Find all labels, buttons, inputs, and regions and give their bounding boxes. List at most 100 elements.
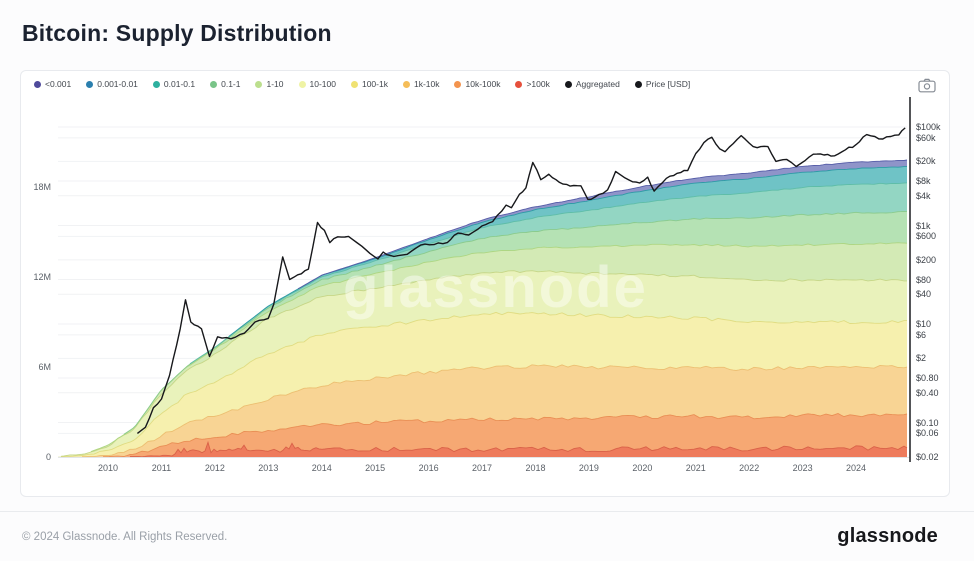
area-band->100k <box>58 442 907 457</box>
legend-label: 10k-100k <box>465 79 501 89</box>
right-axis-tick: $4k <box>916 190 931 201</box>
legend-label: >100k <box>526 79 550 89</box>
legend-item-0-001-0-01[interactable]: 0.001-0.01 <box>86 79 138 89</box>
x-axis-tick: 2023 <box>792 463 813 473</box>
camera-icon <box>918 78 936 93</box>
legend-dot <box>86 80 94 88</box>
x-axis-tick: 2016 <box>418 463 439 473</box>
area-band-10k-100k <box>58 413 907 457</box>
legend-label: 0.1-1 <box>221 79 241 89</box>
x-axis-tick: 2013 <box>258 463 279 473</box>
legend-item-0-01-0-1[interactable]: 0.01-0.1 <box>152 79 195 89</box>
band-edge-10k-100k <box>103 413 908 458</box>
legend-label: Aggregated <box>575 79 620 89</box>
right-axis-tick: $600 <box>916 231 937 242</box>
area-band-100-1k <box>58 312 907 457</box>
x-axis-tick: 2010 <box>98 463 119 473</box>
legend-dot <box>210 80 218 88</box>
legend-dot <box>34 80 41 88</box>
legend-dot <box>564 80 572 88</box>
x-axis-tick: 2015 <box>365 463 386 473</box>
legend-dot <box>152 80 160 88</box>
area-band-1-10 <box>58 242 907 457</box>
legend-dot <box>402 80 410 88</box>
legend-dot <box>350 80 358 88</box>
right-axis-tick: $0.40 <box>916 387 939 398</box>
left-axis-tick: 12M <box>33 272 51 282</box>
band-edge-1k-10k <box>82 364 908 458</box>
legend-label: 1-10 <box>266 79 284 89</box>
band-edge-0.1-1 <box>123 210 908 435</box>
legend-item-10-100[interactable]: 10-100 <box>298 79 336 89</box>
x-axis-tick: 2024 <box>846 463 867 473</box>
area-band-0.1-1 <box>58 211 907 457</box>
legend-item--100k[interactable]: >100k <box>515 79 550 89</box>
legend-dot <box>634 80 642 88</box>
right-axis-tick: $0.80 <box>916 373 939 384</box>
x-axis-tick: 2014 <box>311 463 332 473</box>
left-axis-tick: 18M <box>33 182 51 192</box>
area-band-0.001-0.01 <box>58 166 907 457</box>
footer: © 2024 Glassnode. All Rights Reserved. g… <box>0 511 974 561</box>
x-axis-tick: 2020 <box>632 463 653 473</box>
right-axis-tick: $8k <box>916 176 931 187</box>
page-title: Bitcoin: Supply Distribution <box>22 20 332 46</box>
legend-dot <box>298 80 306 88</box>
x-axis-tick: 2017 <box>472 463 493 473</box>
right-axis-tick: $0.02 <box>916 451 939 462</box>
band-edge-0.001-0.01 <box>228 166 907 337</box>
right-axis-tick: $2 <box>916 353 927 364</box>
legend-dot <box>515 80 523 88</box>
x-axis-tick: 2012 <box>204 463 225 473</box>
supply-distribution-chart <box>58 97 911 462</box>
left-axis-tick: 6M <box>38 362 51 372</box>
legend-item--0-001[interactable]: <0.001 <box>34 79 71 89</box>
right-axis-tick: $200 <box>916 254 937 265</box>
legend-label: 0.001-0.01 <box>97 79 138 89</box>
legend-item-aggregated[interactable]: Aggregated <box>564 79 620 89</box>
legend-label: 1k-10k <box>413 79 440 89</box>
legend-dot <box>454 80 462 88</box>
legend-label: 100-1k <box>361 79 388 89</box>
legend-label: 10-100 <box>309 79 336 89</box>
right-axis-tick: $10 <box>916 319 932 329</box>
legend-item-100-1k[interactable]: 100-1k <box>350 79 388 89</box>
right-axis-tick: $100k <box>916 122 941 132</box>
right-axis-tick: $6 <box>916 329 927 340</box>
chart-card: <0.001 0.001-0.01 0.01-0.1 0.1-1 1-10 10-100 1… <box>20 70 950 497</box>
legend-item-price-usd-[interactable]: Price [USD] <box>634 79 691 89</box>
x-axis-tick: 2019 <box>578 463 599 473</box>
right-axis-tick: $60k <box>916 132 936 143</box>
right-axis-tick: $1k <box>916 220 931 231</box>
x-axis-tick: 2018 <box>525 463 546 473</box>
right-axis-tick: $0.06 <box>916 428 939 439</box>
x-axis-tick: 2022 <box>739 463 760 473</box>
area-band-0.01-0.1 <box>58 182 907 457</box>
legend-dot <box>255 80 263 88</box>
band-edge-0.01-0.1 <box>189 182 908 365</box>
legend: <0.001 0.001-0.01 0.01-0.1 0.1-1 1-10 10-100 1… <box>34 71 690 97</box>
band-edge-1-10 <box>90 242 908 453</box>
legend-item-0-1-1[interactable]: 0.1-1 <box>210 79 240 89</box>
brand-wordmark: glassnode <box>837 525 938 547</box>
right-axis-tick: $40 <box>916 289 932 300</box>
band-edge->100k <box>130 440 908 458</box>
price-line <box>136 127 906 434</box>
legend-item-1-10[interactable]: 1-10 <box>255 79 284 89</box>
legend-label: Price [USD] <box>645 79 691 89</box>
legend-label: <0.001 <box>45 79 72 89</box>
area-band-1k-10k <box>58 364 907 457</box>
right-axis-tick: $0.10 <box>916 417 939 428</box>
right-axis-tick: $20k <box>916 156 936 167</box>
band-edge-100-1k <box>60 311 907 458</box>
camera-button[interactable] <box>917 78 937 94</box>
band-edge-10-100 <box>60 270 907 457</box>
left-axis-tick: 0 <box>45 452 51 462</box>
x-axis-tick: 2021 <box>685 463 706 473</box>
legend-item-10k-100k[interactable]: 10k-100k <box>454 79 500 89</box>
x-axis-tick: 2011 <box>151 463 172 473</box>
footer-copyright: © 2024 Glassnode. All Rights Reserved. <box>22 530 228 543</box>
legend-item-1k-10k[interactable]: 1k-10k <box>402 79 440 89</box>
right-axis-tick: $80 <box>916 274 932 285</box>
